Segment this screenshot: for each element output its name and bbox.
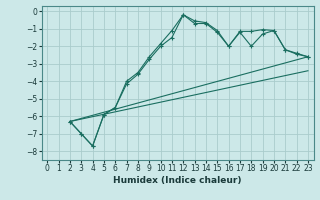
X-axis label: Humidex (Indice chaleur): Humidex (Indice chaleur) (113, 176, 242, 185)
